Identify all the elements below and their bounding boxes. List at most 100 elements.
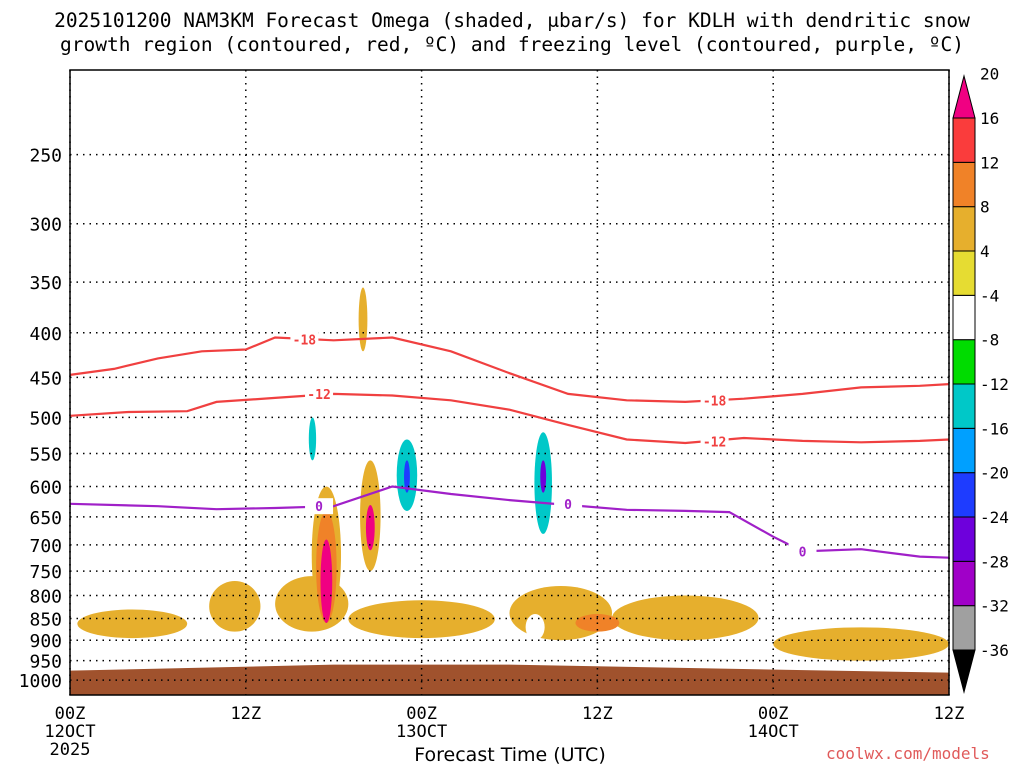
omega-region-10 xyxy=(320,539,333,623)
terrain-fill xyxy=(70,664,949,695)
colorbar-label--8: -8 xyxy=(980,331,999,350)
chart-title-line-1: 2025101200 NAM3KM Forecast Omega (shaded… xyxy=(54,9,970,32)
omega-region-18 xyxy=(436,368,466,447)
omega-region-1 xyxy=(209,581,261,632)
omega-region-12 xyxy=(365,504,375,551)
omega-region-6 xyxy=(773,627,949,661)
omega-region-0 xyxy=(77,609,188,639)
omega-region-15 xyxy=(251,323,265,343)
x-tick-date-0: 12OCT xyxy=(44,722,95,742)
colorbar-bottom-arrow xyxy=(952,649,976,694)
colorbar-box-4 xyxy=(952,472,976,518)
colorbar-label-8: 8 xyxy=(980,198,990,217)
omega-region-19 xyxy=(502,122,517,224)
contour-label-1-0: -12 xyxy=(307,388,330,403)
contour-label-0-1: -18 xyxy=(703,394,727,409)
colorbar-label-4: 4 xyxy=(980,242,990,261)
colorbar-label--12: -12 xyxy=(980,375,1009,394)
y-tick-label-500: 500 xyxy=(29,408,62,429)
contour-line-2 xyxy=(69,485,950,559)
omega-region-20 xyxy=(560,229,576,314)
omega-region-26 xyxy=(540,460,547,493)
colorbar-box-1 xyxy=(952,605,976,651)
x-tick-label-4: 00Z xyxy=(758,704,789,724)
contour-label-bg-1-1 xyxy=(700,433,729,450)
contour-label-2-2: 0 xyxy=(799,545,807,560)
omega-region-23 xyxy=(404,460,410,493)
x-tick-year-0: 2025 xyxy=(50,740,91,760)
x-tick-label-0: 00Z xyxy=(55,704,86,724)
y-tick-label-300: 300 xyxy=(29,215,62,236)
colorbar-box-3 xyxy=(952,516,976,562)
omega-region-16 xyxy=(307,204,315,277)
colorbar-box-12 xyxy=(952,117,976,163)
colorbar-box-11 xyxy=(952,161,976,208)
omega-region-31 xyxy=(525,614,545,641)
y-tick-label-1000: 1000 xyxy=(19,671,62,692)
colorbar-label--4: -4 xyxy=(980,286,999,305)
contour-label-bg-2-1 xyxy=(554,495,583,512)
colorbar-label--32: -32 xyxy=(980,597,1009,616)
colorbar-box-7 xyxy=(952,339,976,385)
contour-label-0-0: -18 xyxy=(293,333,317,348)
colorbar-label--36: -36 xyxy=(980,641,1009,660)
colorbar-label-20: 20 xyxy=(980,65,999,84)
y-tick-label-700: 700 xyxy=(29,536,62,557)
x-tick-label-5: 12Z xyxy=(934,704,965,724)
colorbar-label--24: -24 xyxy=(980,508,1009,527)
colorbar-box-9 xyxy=(952,250,976,296)
contour-label-bg-0-1 xyxy=(700,392,729,409)
y-tick-label-600: 600 xyxy=(29,477,62,498)
contour-label-bg-2-2 xyxy=(788,543,817,560)
omega-region-14 xyxy=(223,97,236,237)
contour-label-2-0: 0 xyxy=(315,500,323,515)
colorbar-label--16: -16 xyxy=(980,419,1009,438)
y-tick-label-900: 900 xyxy=(29,631,62,652)
omega-region-17 xyxy=(404,210,469,374)
colorbar-box-6 xyxy=(952,383,976,429)
x-tick-label-1: 12Z xyxy=(230,704,261,724)
y-tick-label-450: 450 xyxy=(29,368,62,389)
x-tick-date-4: 14OCT xyxy=(748,722,799,742)
chart-title-line-2: growth region (contoured, red, ºC) and f… xyxy=(60,33,964,56)
credit-link[interactable]: coolwx.com/models xyxy=(826,744,990,763)
colorbar-label--20: -20 xyxy=(980,464,1009,483)
colorbar-label--28: -28 xyxy=(980,552,1009,571)
colorbar-label-12: 12 xyxy=(980,153,999,172)
y-tick-label-650: 650 xyxy=(29,508,62,529)
contour-label-1-1: -12 xyxy=(703,436,726,451)
omega-region-30 xyxy=(152,519,161,545)
contour-line-0 xyxy=(69,336,950,404)
omega-region-13 xyxy=(358,287,368,352)
x-tick-date-2: 13OCT xyxy=(396,722,447,742)
colorbar-box-10 xyxy=(952,206,976,252)
omega-region-32 xyxy=(883,588,928,605)
colorbar-box-8 xyxy=(952,294,976,341)
y-tick-label-400: 400 xyxy=(29,324,62,345)
x-axis-title: Forecast Time (UTC) xyxy=(414,744,606,766)
contour-label-bg-2-0 xyxy=(305,498,334,515)
contour-label-bg-1-0 xyxy=(305,385,334,402)
y-tick-label-850: 850 xyxy=(29,610,62,631)
colorbar-label-16: 16 xyxy=(980,109,999,128)
omega-region-29 xyxy=(247,516,262,561)
omega-region-28 xyxy=(308,417,317,461)
contour-label-bg-0-0 xyxy=(290,331,319,348)
plot-frame xyxy=(69,69,950,696)
colorbar-box-5 xyxy=(952,427,976,474)
y-tick-label-750: 750 xyxy=(29,562,62,583)
contour-line-1 xyxy=(69,392,950,445)
contour-label-2-1: 0 xyxy=(564,498,572,513)
omega-region-4 xyxy=(509,585,613,641)
colorbar-top-arrow xyxy=(952,74,976,119)
y-tick-label-800: 800 xyxy=(29,587,62,608)
colorbar-box-2 xyxy=(952,560,976,607)
y-tick-label-550: 550 xyxy=(29,444,62,465)
y-tick-label-950: 950 xyxy=(29,652,62,673)
y-tick-label-250: 250 xyxy=(29,146,62,167)
omega-region-5 xyxy=(612,595,759,641)
x-tick-label-3: 12Z xyxy=(582,704,613,724)
y-tick-label-350: 350 xyxy=(29,273,62,294)
x-tick-label-2: 00Z xyxy=(406,704,437,724)
